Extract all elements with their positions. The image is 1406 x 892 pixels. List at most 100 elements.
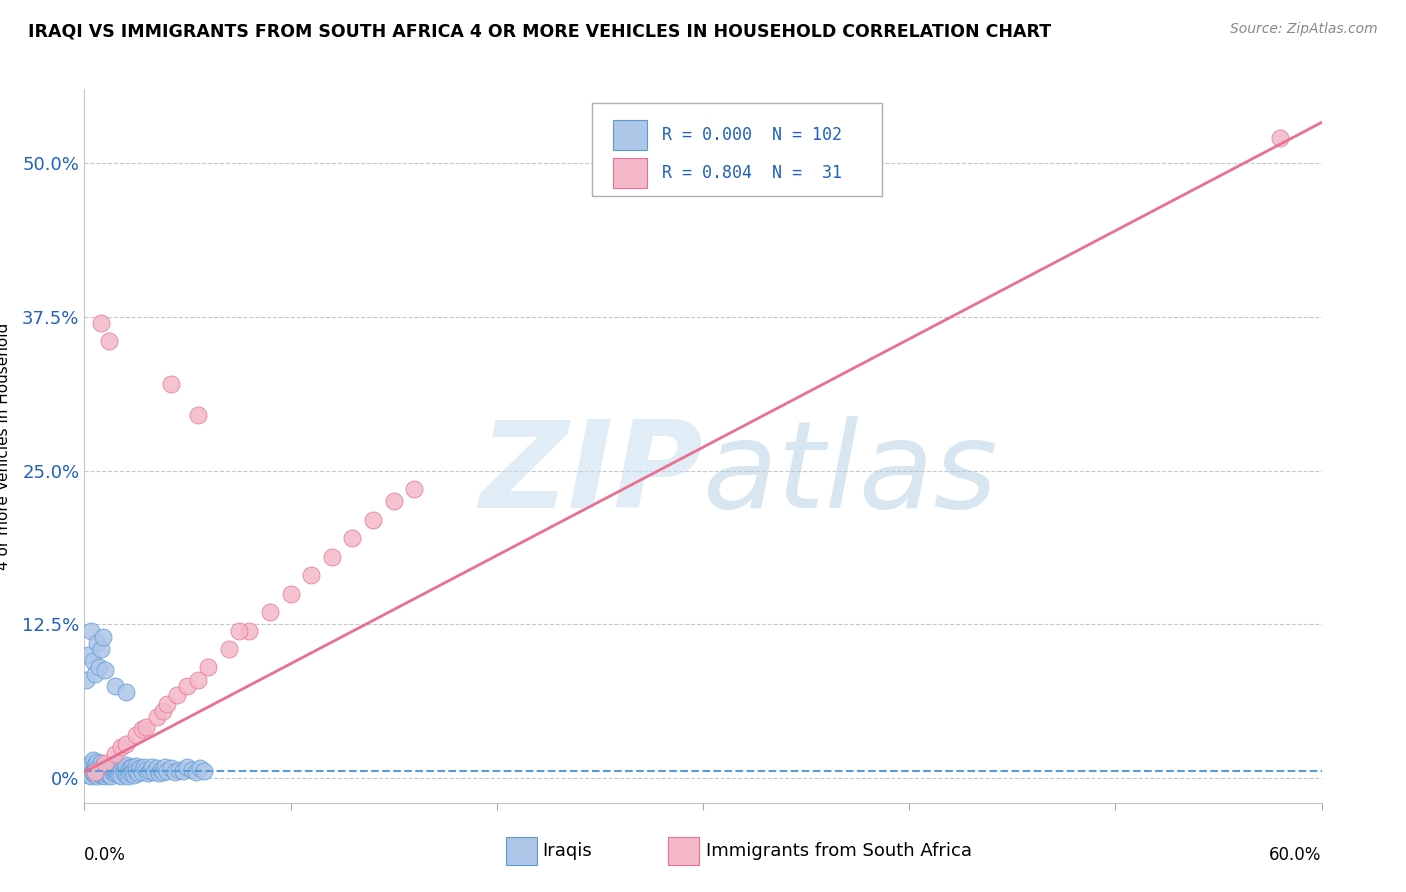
Point: [180, 763, 202, 777]
Point: [145, 709, 167, 723]
Point: [156, 698, 179, 712]
Bar: [613, 120, 647, 150]
Point: [96, 757, 118, 772]
Point: [100, 769, 122, 783]
Point: [122, 763, 145, 777]
Point: [160, 761, 183, 775]
Point: [188, 761, 211, 775]
Point: [91, 763, 114, 777]
Point: [83, 765, 105, 780]
Point: [135, 763, 157, 777]
Point: [86, 765, 108, 780]
Point: [228, 624, 250, 638]
Point: [96, 760, 118, 774]
Point: [160, 377, 183, 392]
Point: [87, 764, 110, 778]
Point: [87, 761, 110, 775]
Text: IRAQI VS IMMIGRANTS FROM SOUTH AFRICA 4 OR MORE VEHICLES IN HOUSEHOLD CORRELATIO: IRAQI VS IMMIGRANTS FROM SOUTH AFRICA 4 …: [28, 22, 1052, 40]
Point: [104, 763, 127, 777]
Point: [176, 760, 198, 774]
Point: [112, 760, 135, 774]
Point: [83, 757, 105, 772]
Point: [94, 769, 117, 783]
Point: [122, 767, 145, 781]
Text: 60.0%: 60.0%: [1270, 846, 1322, 863]
Point: [91, 630, 114, 644]
Point: [83, 666, 105, 681]
Bar: [613, 158, 647, 187]
Point: [87, 660, 110, 674]
Point: [238, 624, 260, 638]
Point: [75, 765, 97, 780]
Point: [187, 673, 209, 687]
Point: [148, 766, 170, 780]
Point: [104, 757, 127, 772]
Point: [82, 753, 104, 767]
Point: [382, 494, 405, 508]
Point: [112, 765, 135, 780]
Point: [361, 513, 384, 527]
Point: [90, 760, 112, 774]
Point: [79, 769, 101, 783]
Point: [152, 704, 174, 718]
Point: [125, 728, 148, 742]
Point: [91, 767, 114, 781]
Point: [87, 759, 110, 773]
Point: [79, 624, 101, 638]
Point: [114, 757, 136, 772]
Point: [87, 766, 110, 780]
Point: [259, 605, 281, 619]
Point: [129, 761, 152, 775]
Y-axis label: 4 or more Vehicles in Household: 4 or more Vehicles in Household: [0, 322, 11, 570]
Text: R = 0.804  N =  31: R = 0.804 N = 31: [662, 163, 842, 182]
Point: [86, 755, 108, 769]
Point: [152, 765, 174, 780]
Point: [86, 636, 108, 650]
Point: [114, 763, 136, 777]
Text: Immigrants from South Africa: Immigrants from South Africa: [706, 842, 972, 860]
Point: [77, 759, 100, 773]
Point: [94, 756, 117, 771]
Point: [82, 654, 104, 668]
Point: [110, 769, 132, 783]
Point: [136, 766, 159, 780]
Point: [86, 769, 108, 783]
Point: [104, 747, 127, 761]
Point: [98, 767, 121, 781]
Point: [114, 685, 136, 699]
Point: [166, 688, 188, 702]
Point: [172, 764, 194, 778]
Point: [83, 767, 105, 781]
Point: [100, 764, 122, 778]
Point: [1270, 131, 1292, 145]
Point: [143, 765, 166, 780]
Point: [125, 759, 148, 773]
FancyBboxPatch shape: [592, 103, 883, 196]
Point: [110, 764, 132, 778]
Point: [90, 316, 112, 330]
Point: [145, 761, 167, 775]
Text: atlas: atlas: [703, 416, 998, 533]
Point: [94, 761, 117, 775]
Text: 0.0%: 0.0%: [84, 846, 127, 863]
Text: Iraqis: Iraqis: [543, 842, 592, 860]
Point: [149, 763, 172, 777]
Point: [135, 719, 157, 733]
Point: [94, 663, 117, 677]
Point: [193, 764, 215, 778]
Point: [105, 761, 128, 775]
Point: [79, 761, 101, 775]
Point: [98, 759, 121, 773]
Text: R = 0.000  N = 102: R = 0.000 N = 102: [662, 126, 842, 144]
Point: [118, 766, 141, 780]
Point: [104, 766, 127, 780]
Text: Source: ZipAtlas.com: Source: ZipAtlas.com: [1230, 22, 1378, 37]
Point: [156, 764, 179, 778]
Point: [94, 766, 117, 780]
Point: [110, 740, 132, 755]
Point: [118, 761, 141, 775]
Point: [77, 767, 100, 781]
Point: [90, 765, 112, 780]
Point: [184, 765, 207, 780]
Point: [108, 767, 131, 781]
